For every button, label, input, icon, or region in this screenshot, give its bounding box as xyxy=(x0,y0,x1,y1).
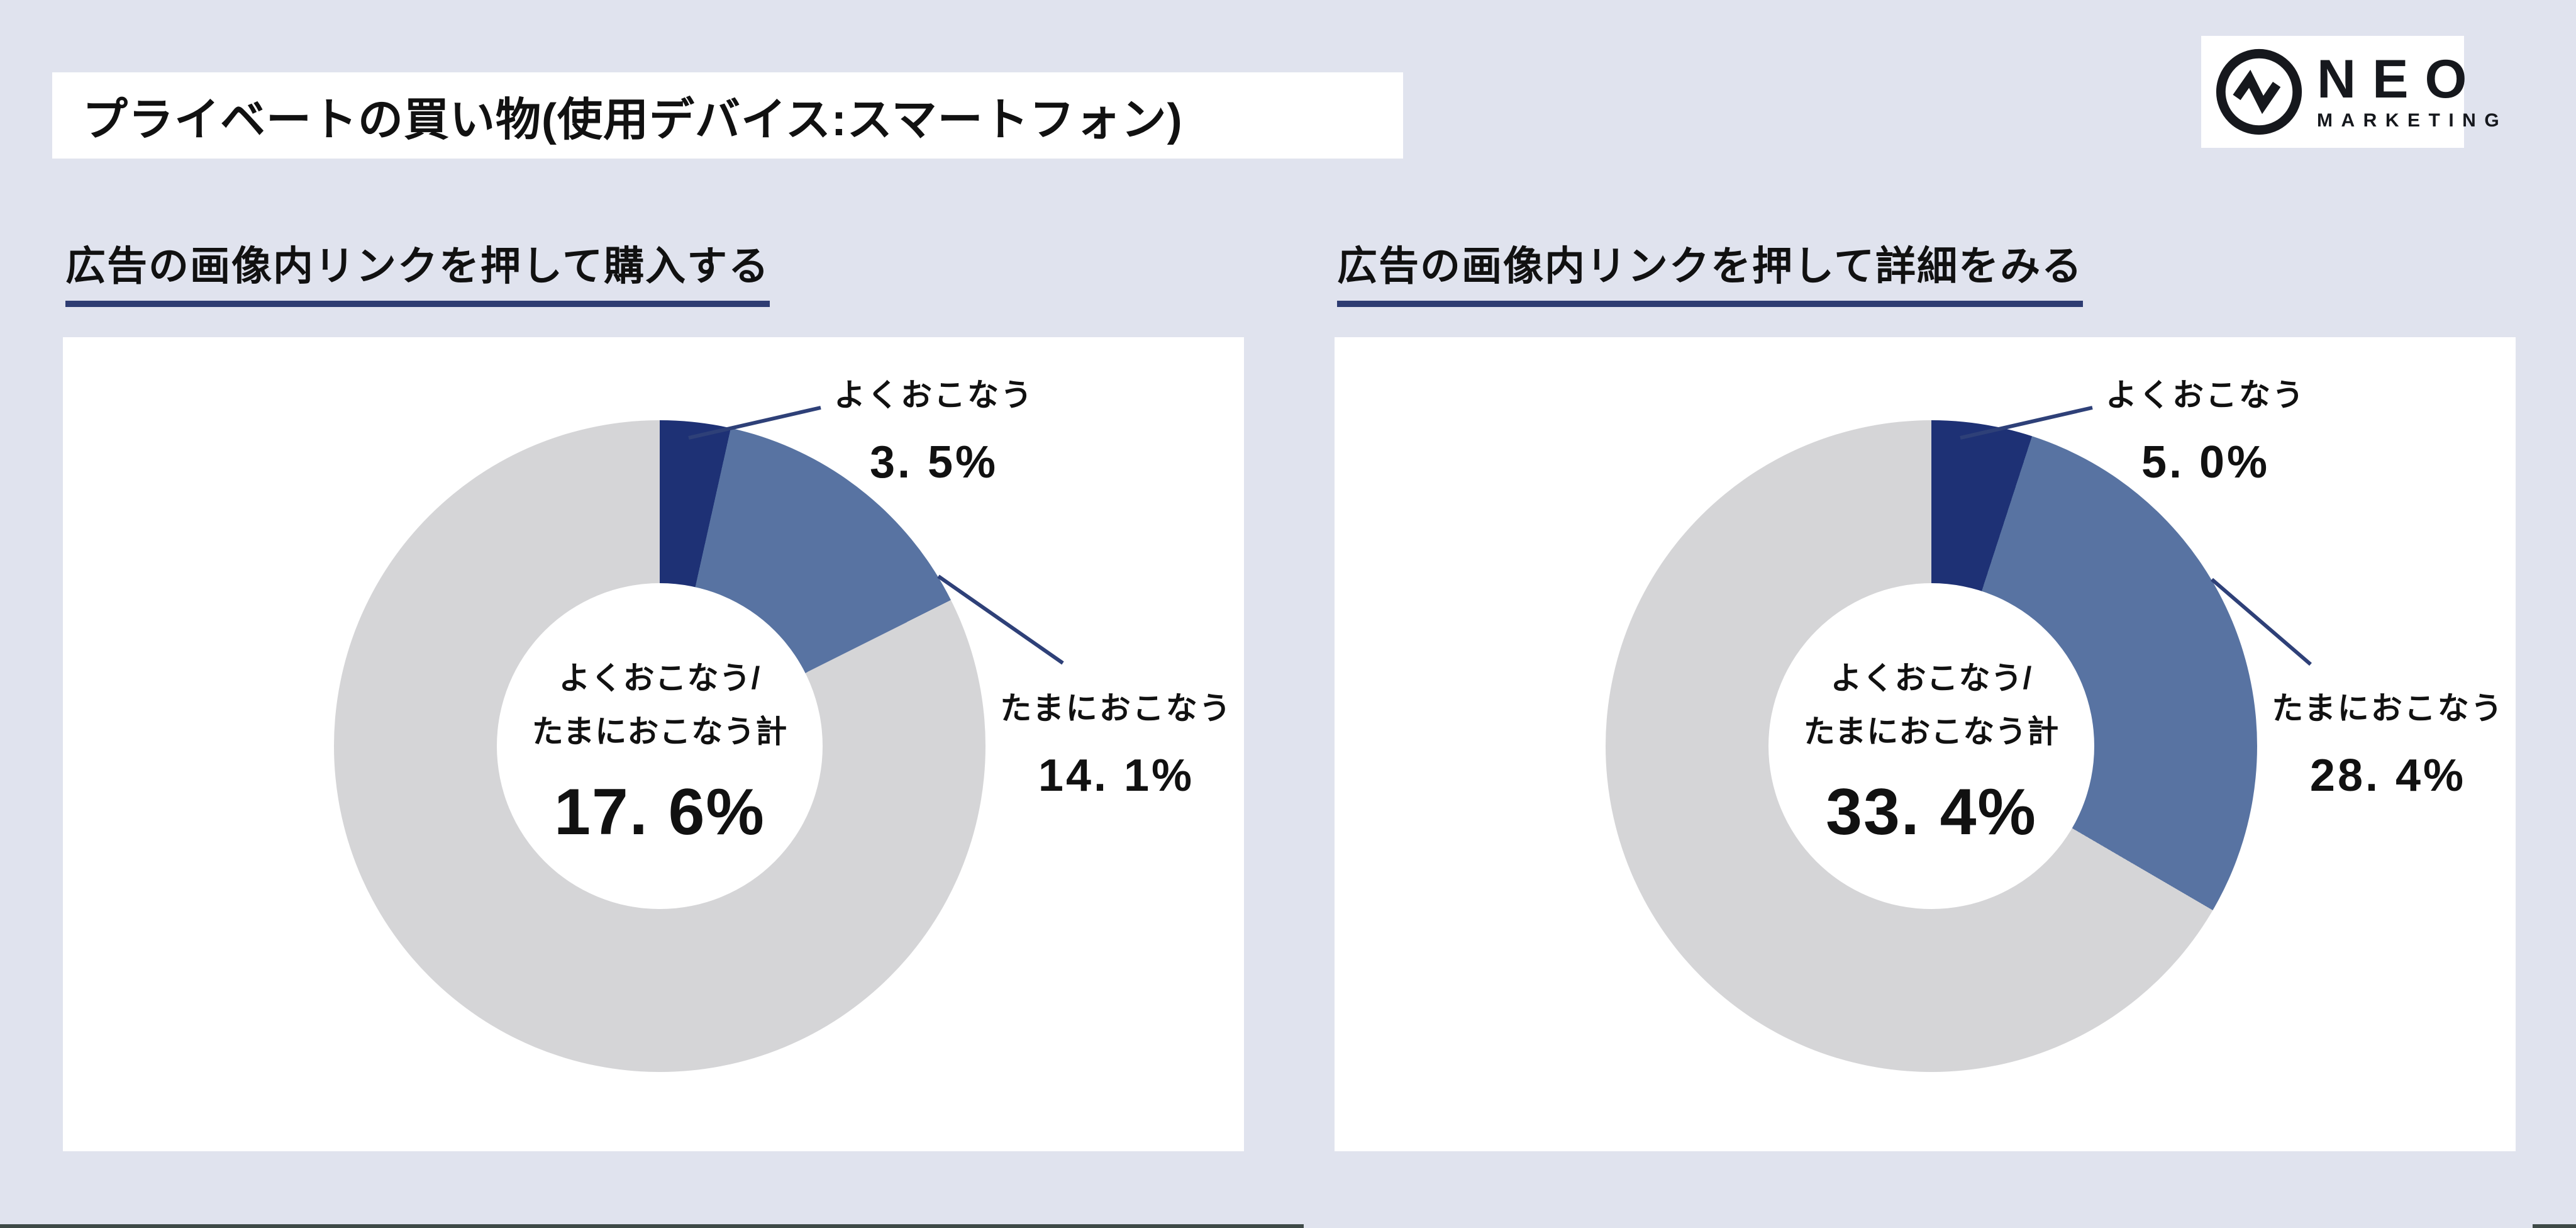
right-donut-hole xyxy=(1768,583,2094,909)
page-title: プライベートの買い物(使用デバイス:スマートフォン) xyxy=(52,72,1403,159)
center-label-line2: たまにおこなう計 xyxy=(531,714,788,749)
segment-label: たまにおこなう xyxy=(1000,691,1233,726)
center-total-value: 33. 4% xyxy=(1826,776,2037,849)
left-donut-center-label: よくおこなう/ たまにおこなう計 17. 6% xyxy=(440,652,880,850)
right-donut-center-label: よくおこなう/ たまにおこなう計 33. 4% xyxy=(1711,652,2151,850)
bottom-edge-strip-right xyxy=(2533,1224,2576,1228)
segment-label: よくおこなう xyxy=(834,377,1034,413)
logo-subtitle: MARKETING xyxy=(2317,110,2508,131)
bottom-edge-strip-left xyxy=(0,1224,1304,1228)
left-donut-hole xyxy=(497,583,823,909)
center-total-value: 17. 6% xyxy=(554,776,765,849)
right-segment1-callout: よくおこなう 5. 0% xyxy=(2011,370,2401,488)
right-segment2-callout: たまにおこなう 28. 4% xyxy=(2193,683,2576,801)
segment-value: 5. 0% xyxy=(2141,437,2270,488)
left-chart-title: 広告の画像内リンクを押して購入する xyxy=(65,234,770,307)
right-donut-chart: よくおこなう/ たまにおこなう計 33. 4% xyxy=(1606,420,2257,1072)
left-donut-chart: よくおこなう/ たまにおこなう計 17. 6% xyxy=(334,420,985,1072)
center-label-line1: よくおこなう/ xyxy=(1830,661,2033,696)
left-chart-panel: よくおこなう/ たまにおこなう計 17. 6% よくおこなう 3. 5% たまに… xyxy=(63,337,1244,1151)
left-segment2-callout: たまにおこなう 14. 1% xyxy=(921,683,1311,801)
right-chart-panel: よくおこなう/ たまにおこなう計 33. 4% よくおこなう 5. 0% たまに… xyxy=(1335,337,2516,1151)
segment-value: 3. 5% xyxy=(869,437,999,488)
center-label-line2: たまにおこなう計 xyxy=(1803,714,2060,749)
segment-value: 14. 1% xyxy=(1038,751,1195,801)
left-segment1-callout: よくおこなう 3. 5% xyxy=(739,370,1129,488)
pulse-circle-icon xyxy=(2216,48,2302,135)
logo-name: NEO xyxy=(2317,49,2484,109)
segment-value: 28. 4% xyxy=(2309,751,2467,801)
center-label-line1: よくおこなう/ xyxy=(558,661,761,696)
page-title-text: プライベートの買い物(使用デバイス:スマートフォン) xyxy=(82,95,1183,145)
right-chart-title: 広告の画像内リンクを押して詳細をみる xyxy=(1337,234,2084,307)
segment-label: たまにおこなう xyxy=(2272,691,2504,726)
logo-text: NEO MARKETING xyxy=(2317,52,2507,131)
segment-label: よくおこなう xyxy=(2106,377,2306,413)
neo-marketing-logo: NEO MARKETING xyxy=(2201,36,2499,148)
